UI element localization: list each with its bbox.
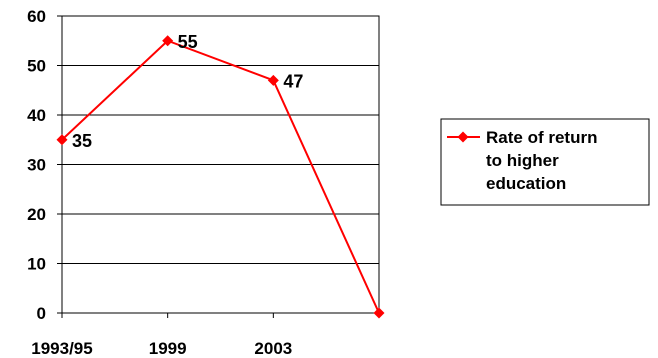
data-point-3: [373, 307, 385, 319]
data-point-0: [56, 134, 68, 146]
data-label-1: 55: [178, 32, 198, 52]
legend-label-line-3: education: [486, 174, 566, 193]
y-tick-label-60: 60: [27, 7, 46, 26]
x-axis: 1993/95 1999 2003: [31, 313, 380, 358]
y-tick-label-30: 30: [27, 156, 46, 175]
y-tick-label-50: 50: [27, 57, 46, 76]
legend-box: [440, 118, 650, 206]
x-tick-label-1: 1999: [149, 339, 187, 358]
data-point-2: [267, 74, 279, 86]
legend: Rate of return to higher education: [440, 118, 650, 206]
series-rate-of-return: 35 55 47: [56, 32, 385, 319]
series-line-0: [61, 39, 380, 314]
y-tick-label-20: 20: [27, 205, 46, 224]
legend-diamond-icon: [457, 131, 469, 143]
legend-label-line-1: Rate of return: [486, 128, 597, 147]
data-label-0: 35: [72, 131, 92, 151]
x-tick-label-2: 2003: [254, 339, 292, 358]
y-axis: 0 10 20 30 40 50 60: [27, 7, 62, 323]
y-tick-label-40: 40: [27, 106, 46, 125]
y-tick-label-0: 0: [37, 304, 46, 323]
legend-label-line-2: to higher: [486, 151, 559, 170]
y-tick-label-10: 10: [27, 255, 46, 274]
data-label-2: 47: [283, 71, 303, 91]
data-point-1: [162, 35, 174, 47]
x-tick-label-0: 1993/95: [31, 339, 92, 358]
